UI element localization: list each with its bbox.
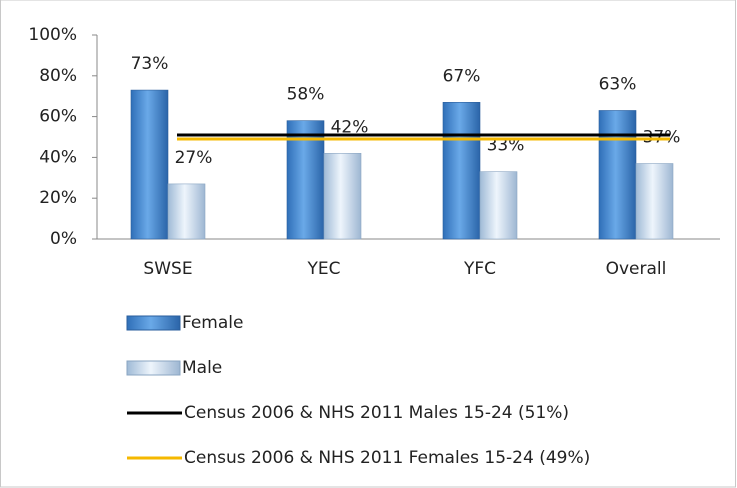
x-tick-label: YEC (307, 259, 341, 279)
value-label: 63% (599, 74, 637, 94)
x-tick-label: SWSE (143, 259, 192, 279)
y-tick-label: 0% (50, 229, 77, 249)
value-label: 33% (487, 136, 525, 156)
bar (130, 89, 169, 240)
bar (167, 183, 206, 240)
bar (442, 102, 481, 240)
value-label: 58% (287, 85, 325, 105)
value-label: 37% (643, 128, 681, 148)
y-tick-label: 40% (39, 147, 77, 167)
bar (479, 171, 518, 240)
bar (635, 163, 674, 240)
value-label: 42% (331, 117, 369, 137)
legend-label: Male (182, 358, 222, 378)
y-tick-label: 100% (28, 25, 77, 45)
legend-swatch (126, 315, 181, 331)
legend-label: Census 2006 & NHS 2011 Females 15-24 (49… (184, 448, 590, 468)
legend-label: Census 2006 & NHS 2011 Males 15-24 (51%) (184, 403, 569, 423)
x-tick-label: Overall (606, 259, 667, 279)
value-label: 73% (131, 54, 169, 74)
x-tick-label: YFC (463, 259, 496, 279)
legend-swatch (126, 360, 181, 376)
bar (598, 110, 637, 240)
bar (323, 153, 362, 240)
y-tick-label: 60% (39, 107, 77, 127)
y-tick-label: 80% (39, 66, 77, 86)
value-label: 27% (175, 148, 213, 168)
value-label: 67% (443, 66, 481, 86)
y-tick-label: 20% (39, 188, 77, 208)
legend-label: Female (182, 313, 243, 333)
